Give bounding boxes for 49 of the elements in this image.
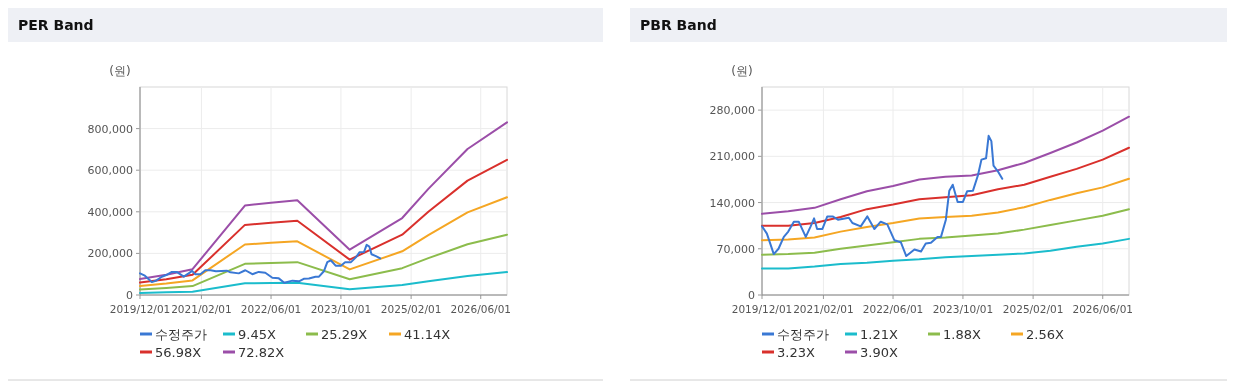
line-series [761,134,1004,258]
legend-label: 41.14X [404,327,451,342]
legend-label: 72.82X [238,345,285,360]
y-axis-title: (원) [109,64,131,78]
x-tick-label: 2023/10/01 [310,303,372,315]
y-tick-label: 800,000 [87,122,133,136]
y-tick-label: 0 [748,289,755,302]
y-tick-label: 210,000 [709,150,755,164]
legend-label: 9.45X [238,327,276,342]
legend-label: 25.29X [321,327,368,342]
y-tick-label: 600,000 [87,164,133,178]
x-tick-label: 2019/12/01 [109,303,171,315]
line-series [761,115,1130,215]
y-tick-label: 140,000 [709,196,755,210]
x-tick-label: 2026/06/01 [450,303,511,315]
chart-title: PER Band [18,17,94,33]
line-series [139,196,508,288]
line-series [761,208,1130,256]
x-tick-label: 2019/12/01 [731,303,793,315]
y-tick-label: 400,000 [87,205,133,219]
x-tick-label: 2025/02/01 [1002,303,1064,315]
line-series [139,121,508,280]
x-tick-label: 2025/02/01 [380,303,442,315]
legend-label: 3.90X [860,345,898,360]
line-series [139,233,508,291]
line-series [761,146,1130,227]
x-tick-label: 2021/02/01 [793,303,854,315]
x-tick-label: 2021/02/01 [171,303,232,315]
legend-label: 수정주가 [777,327,829,342]
line-series [139,243,382,284]
x-tick-label: 2022/06/01 [240,303,302,315]
legend-label: 1.21X [860,327,898,342]
x-tick-label: 2023/10/01 [932,303,994,315]
line-series [139,158,508,284]
y-tick-label: 70,000 [716,242,755,256]
y-tick-label: 280,000 [709,104,755,118]
y-tick-label: 200,000 [87,247,133,261]
legend-label: 56.98X [155,345,202,360]
x-tick-label: 2026/06/01 [1072,303,1133,315]
legend-label: 1.88X [943,327,981,342]
x-tick-label: 2022/06/01 [862,303,924,315]
line-series [761,177,1130,242]
y-axis-title: (원) [731,64,753,78]
legend-label: 3.23X [777,345,815,360]
legend-label: 2.56X [1026,327,1064,342]
chart-title: PBR Band [640,17,717,33]
line-series [761,237,1130,270]
legend-label: 수정주가 [155,327,207,342]
y-tick-label: 0 [126,289,133,302]
